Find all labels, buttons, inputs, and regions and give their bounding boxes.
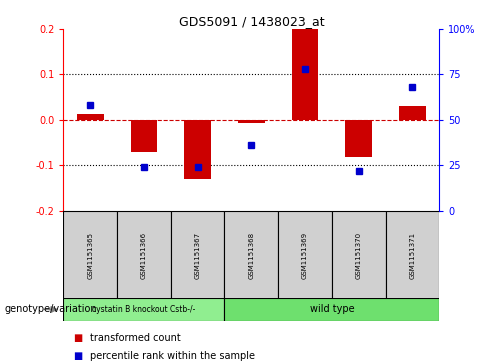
Text: percentile rank within the sample: percentile rank within the sample — [90, 351, 255, 361]
Text: GSM1151365: GSM1151365 — [87, 232, 93, 278]
Bar — [184, 120, 211, 179]
Text: ■: ■ — [73, 351, 82, 361]
Text: GSM1151369: GSM1151369 — [302, 232, 308, 278]
Bar — [278, 211, 332, 299]
Bar — [63, 298, 224, 321]
Bar — [171, 211, 224, 299]
Text: transformed count: transformed count — [90, 333, 181, 343]
Bar — [131, 120, 157, 152]
Bar — [224, 211, 278, 299]
Bar — [224, 298, 439, 321]
Title: GDS5091 / 1438023_at: GDS5091 / 1438023_at — [179, 15, 324, 28]
Text: GSM1151371: GSM1151371 — [409, 232, 415, 278]
Text: GSM1151367: GSM1151367 — [195, 232, 201, 278]
Bar — [332, 211, 386, 299]
Text: GSM1151368: GSM1151368 — [248, 232, 254, 278]
Text: cystatin B knockout Cstb-/-: cystatin B knockout Cstb-/- — [92, 305, 196, 314]
Bar — [77, 114, 103, 120]
Bar — [238, 120, 264, 123]
Text: genotype/variation: genotype/variation — [5, 305, 98, 314]
Bar — [117, 211, 171, 299]
Bar — [346, 120, 372, 157]
Text: GSM1151370: GSM1151370 — [356, 232, 362, 278]
Text: wild type: wild type — [309, 305, 354, 314]
Bar — [292, 29, 318, 120]
Text: ■: ■ — [73, 333, 82, 343]
Bar — [399, 106, 426, 120]
Text: GSM1151366: GSM1151366 — [141, 232, 147, 278]
Bar — [386, 211, 439, 299]
Bar — [63, 211, 117, 299]
